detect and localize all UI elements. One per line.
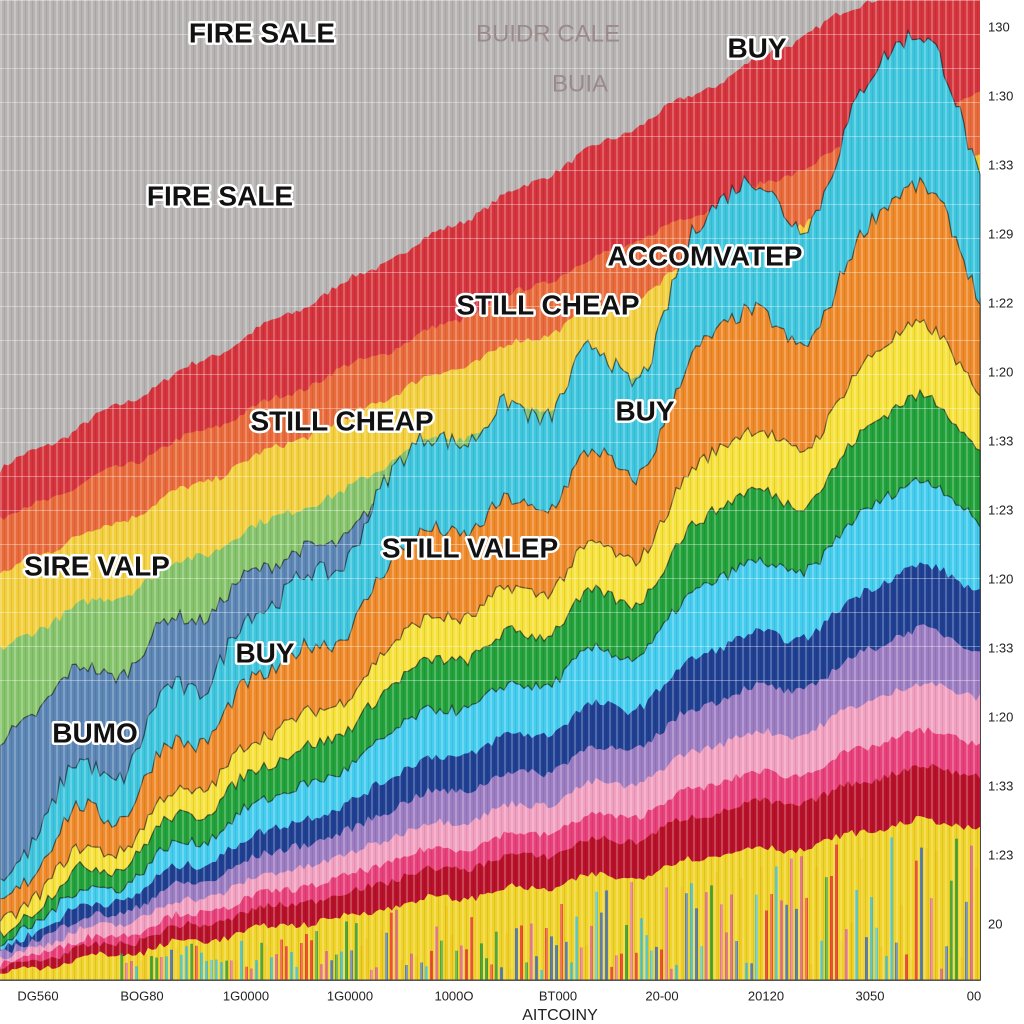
x-tick-label: BT000	[539, 988, 577, 1003]
annotation: SIRE VALP	[24, 550, 170, 581]
annotation: BUIDR CALE	[476, 20, 620, 47]
x-tick-label: 3050	[856, 988, 885, 1003]
x-tick-label: 1G0000	[223, 988, 269, 1003]
x-tick-label: 00	[967, 988, 981, 1003]
annotation: BUY	[727, 32, 786, 63]
y-tick-label: 20	[988, 916, 1002, 931]
y-tick-label: 1:33	[988, 157, 1013, 172]
y-tick-label: 1:20	[988, 364, 1013, 379]
y-tick-label: 1:33	[988, 778, 1013, 793]
annotation: FIRE SALE	[147, 180, 293, 211]
y-tick-label: 1:23	[988, 502, 1013, 517]
y-tick-label: 1:30	[988, 88, 1013, 103]
x-tick-label: BOG80	[120, 988, 163, 1003]
annotation: STILL CHEAP	[250, 405, 433, 436]
y-tick-label: 1:33	[988, 433, 1013, 448]
x-tick-label: DG560	[17, 988, 58, 1003]
y-tick-label: 1:33	[988, 640, 1013, 655]
annotation: BUIA	[552, 70, 608, 97]
x-axis-title: AITCOINY	[522, 1007, 598, 1024]
y-tick-label: 1:22	[988, 295, 1013, 310]
y-tick-label: 1:20	[988, 709, 1013, 724]
annotation: BUMO	[52, 717, 138, 748]
annotations: FIRE SALE BUIDR CALE BUIA BUY FIRE SALE ACCOM…	[22, 15, 805, 751]
annotation: FIRE SALE	[189, 17, 335, 48]
x-tick-label: 20120	[748, 988, 784, 1003]
x-tick-label: 1000O	[434, 988, 473, 1003]
y-tick-label: 130	[988, 19, 1010, 34]
annotation: STILL VALEP	[382, 532, 558, 563]
y-tick-label: 1:20	[988, 571, 1013, 586]
y-tick-label: 1:29	[988, 226, 1013, 241]
grid-overlay	[0, 0, 980, 700]
annotation: BUY	[235, 637, 294, 668]
annotation: STILL CHEAP	[456, 289, 639, 320]
annotation: BUY	[615, 395, 674, 426]
x-tick-label: 20-00	[645, 988, 678, 1003]
y-tick-label: 1:23	[988, 847, 1013, 862]
x-tick-label: 1G0000	[327, 988, 373, 1003]
annotation: ACCOMVATEP	[608, 240, 803, 271]
